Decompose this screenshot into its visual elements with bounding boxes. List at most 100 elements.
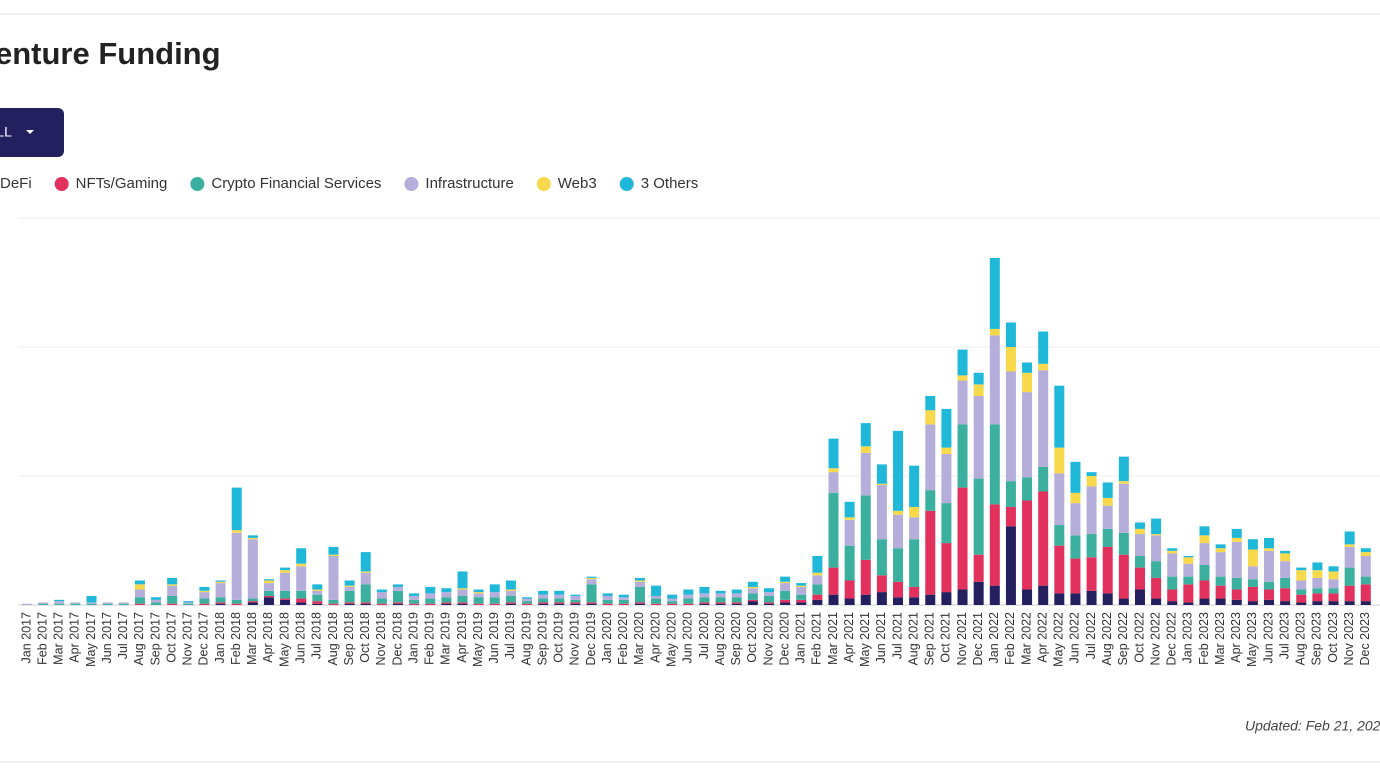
bar-segment	[715, 590, 726, 594]
bar-segment	[183, 602, 194, 604]
bar-segment	[699, 603, 710, 605]
bar-segment	[1102, 505, 1113, 529]
filter-button[interactable]: ALL	[0, 108, 64, 157]
bar-segment	[1231, 577, 1242, 590]
bar-segment	[570, 594, 581, 596]
bar-segment	[893, 597, 904, 605]
x-tick-label: Aug 2020	[713, 612, 727, 666]
bar-segment	[957, 589, 968, 605]
bar-segment	[54, 601, 65, 604]
bar-segment	[263, 597, 274, 605]
bar-segment	[392, 584, 403, 587]
bar-segment	[360, 584, 371, 603]
bar-segment	[86, 603, 97, 605]
bar-segment	[360, 552, 371, 572]
x-tick-label: Apr 2020	[648, 612, 662, 663]
bar-segment	[86, 602, 97, 604]
bar-segment	[1022, 362, 1033, 373]
bar-segment	[1280, 601, 1291, 605]
x-tick-label: Apr 2022	[1035, 612, 1049, 663]
bar-segment	[538, 594, 549, 599]
bar-segment	[828, 567, 839, 595]
x-tick-label: Jun 2019	[487, 612, 501, 663]
bar-segment	[747, 588, 758, 594]
bar-segment	[70, 602, 81, 604]
bar-segment	[183, 603, 194, 605]
bar-segment	[1183, 563, 1194, 577]
bar-segment	[215, 583, 226, 598]
legend-dot	[619, 177, 634, 191]
bar-segment	[425, 603, 436, 605]
x-tick-label: Nov 2019	[568, 612, 582, 666]
bar-segment	[280, 572, 291, 591]
bar-segment	[715, 602, 726, 604]
bar-segment	[1054, 525, 1065, 546]
bar-segment	[876, 485, 887, 540]
button-bg[interactable]	[0, 108, 64, 157]
bar-segment	[1054, 593, 1065, 605]
x-tick-label: Jul 2020	[697, 612, 711, 659]
x-tick-label: Jan 2019	[406, 612, 420, 663]
bar-segment	[263, 579, 274, 581]
bar-segment	[134, 597, 145, 604]
x-tick-label: Nov 2023	[1342, 612, 1356, 666]
bar-segment	[1231, 589, 1242, 600]
x-tick-label: Nov 2021	[955, 612, 969, 666]
bar-segment	[538, 603, 549, 605]
x-tick-label: May 2021	[858, 612, 872, 667]
bar-segment	[570, 595, 581, 600]
bar-segment	[1264, 537, 1275, 549]
bar-segment	[312, 603, 323, 605]
bar-segment	[1312, 562, 1323, 571]
bar-segment	[844, 545, 855, 581]
bar-segment	[1151, 534, 1162, 536]
x-tick-label: Jul 2022	[1084, 612, 1098, 659]
button-label[interactable]: ALL	[0, 124, 12, 140]
bar-segment	[1328, 571, 1339, 580]
bar-segment	[796, 585, 807, 587]
bar-segment	[134, 584, 145, 590]
bar-segment	[247, 537, 258, 540]
bar-segment	[457, 589, 468, 596]
bar-segment	[1215, 548, 1226, 553]
bar-segment	[554, 603, 565, 605]
x-tick-label: Aug 2021	[906, 612, 920, 666]
bar-segment	[215, 580, 226, 582]
bar-segment	[1264, 550, 1275, 582]
bar-segment	[1070, 535, 1081, 559]
bar-segment	[554, 598, 565, 603]
bar-segment	[941, 408, 952, 448]
bar-segment	[280, 598, 291, 600]
bar-segment	[1183, 555, 1194, 558]
bar-segment	[699, 602, 710, 604]
bar-segment	[1167, 553, 1178, 577]
bar-segment	[780, 602, 791, 605]
bar-segment	[1360, 601, 1371, 605]
bar-segment	[780, 599, 791, 603]
updated-note: Updated: Feb 21, 2024	[1245, 718, 1380, 734]
bar-segment	[1134, 534, 1145, 556]
bar-segment	[505, 603, 516, 605]
bar-segment	[667, 594, 678, 599]
bar-segment	[1280, 577, 1291, 589]
bar-segment	[747, 593, 758, 600]
bar-segment	[215, 581, 226, 584]
bar-segment	[909, 539, 920, 587]
bar-segment	[199, 586, 210, 591]
x-tick-label: Nov 2018	[374, 612, 388, 666]
bar-segment	[586, 603, 597, 605]
bar-segment	[1167, 550, 1178, 554]
x-tick-label: Jul 2018	[310, 612, 324, 659]
x-tick-label: Dec 2021	[971, 612, 985, 666]
x-tick-label: Sep 2023	[1310, 612, 1324, 666]
bar-segment	[505, 589, 516, 591]
bar-segment	[554, 590, 565, 595]
bar-segment	[1070, 503, 1081, 536]
bar-segment	[586, 579, 597, 585]
bar-segment	[731, 589, 742, 594]
bar-segment	[1102, 482, 1113, 498]
bar-segment	[973, 396, 984, 479]
bar-segment	[1151, 535, 1162, 562]
x-tick-label: Nov 2022	[1148, 612, 1162, 666]
